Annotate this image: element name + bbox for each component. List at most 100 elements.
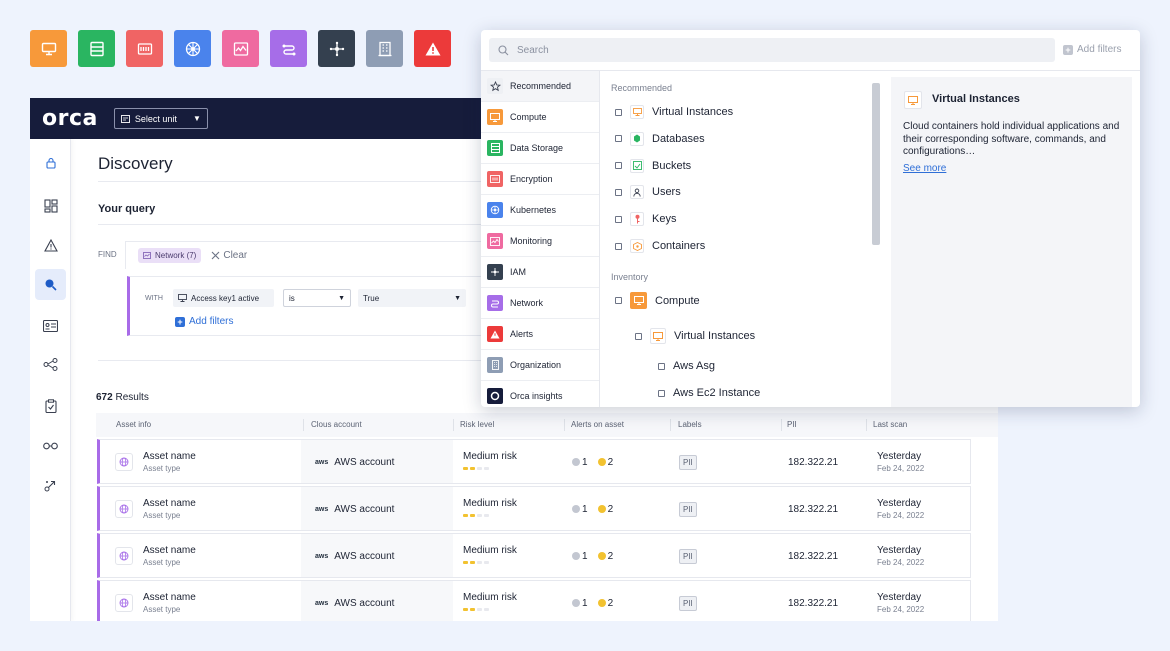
category-recommended[interactable]: Recommended [481, 71, 599, 102]
cloud-account-label: AWS account [334, 598, 395, 609]
encryption-tile[interactable] [126, 30, 163, 67]
search-input[interactable]: Search [489, 38, 1055, 62]
organization-tile[interactable] [366, 30, 403, 67]
asset-name[interactable]: Asset name [143, 498, 196, 509]
condition-value-select[interactable]: True ▼ [358, 289, 466, 307]
results-count: 672 Results [96, 392, 149, 403]
kubernetes-tile[interactable] [174, 30, 211, 67]
detail-pane: Virtual Instances Cloud containers hold … [891, 77, 1132, 407]
category-compute[interactable]: Compute [481, 102, 599, 133]
nav-lock[interactable] [35, 147, 66, 178]
table-row[interactable]: Asset name Asset type aws AWS account Medium… [97, 580, 971, 621]
category-list: Recommended Compute Data Storage Encryption… [481, 71, 600, 407]
iam-icon [487, 264, 503, 280]
option-keys[interactable]: Keys [615, 212, 676, 227]
risk-bar [463, 608, 489, 611]
nav-dashboard[interactable] [35, 190, 66, 221]
checkbox[interactable] [615, 188, 622, 196]
category-label: Network [510, 298, 544, 308]
compute-tile[interactable] [30, 30, 67, 67]
condition-operator-select[interactable]: is ▼ [283, 289, 351, 307]
monitoring-tile[interactable] [222, 30, 259, 67]
option-aws-ec2-instance[interactable]: Aws Ec2 Instance [658, 387, 760, 399]
alert-icon [487, 326, 503, 342]
option-users[interactable]: Users [615, 185, 681, 200]
category-data-storage[interactable]: Data Storage [481, 133, 599, 164]
nav-alerts[interactable] [35, 230, 66, 261]
table-row[interactable]: Asset name Asset type aws AWS account Medium… [97, 533, 971, 578]
user-icon [630, 185, 644, 200]
nav-insights[interactable] [35, 430, 66, 461]
column-header[interactable]: Alerts on asset [571, 420, 624, 429]
asset-name[interactable]: Asset name [143, 451, 196, 462]
checkbox[interactable] [615, 135, 622, 143]
see-more-link[interactable]: See more [903, 163, 947, 174]
data-storage-tile[interactable] [78, 30, 115, 67]
clear-button[interactable]: Clear [211, 250, 247, 261]
category-network[interactable]: Network [481, 288, 599, 319]
panel-add-filters-button[interactable]: + Add filters [1063, 44, 1121, 55]
table-row[interactable]: Asset name Asset type aws AWS account Medium… [97, 486, 971, 531]
option-virtual-instances[interactable]: Virtual Instances [635, 328, 755, 344]
page-title: Discovery [98, 154, 173, 173]
asset-name[interactable]: Asset name [143, 592, 196, 603]
category-iam[interactable]: IAM [481, 257, 599, 288]
column-header[interactable]: Risk level [460, 420, 495, 429]
checkbox[interactable] [635, 332, 642, 340]
checkbox[interactable] [615, 242, 622, 250]
results-label: Results [115, 392, 149, 403]
option-label: Containers [652, 240, 706, 252]
network-chip[interactable]: Network (7) [138, 248, 202, 263]
chevron-down-icon: ▼ [454, 294, 461, 302]
last-scan-date: Feb 24, 2022 [877, 464, 925, 473]
category-encryption[interactable]: Encryption [481, 164, 599, 195]
column-header[interactable]: Labels [678, 420, 702, 429]
column-header[interactable]: Asset info [116, 420, 152, 429]
option-aws-asg[interactable]: Aws Asg [658, 360, 715, 372]
checkbox[interactable] [658, 389, 665, 397]
nav-inventory[interactable] [35, 310, 66, 341]
checkbox[interactable] [658, 362, 665, 370]
network-tile[interactable] [270, 30, 307, 67]
orca-logo[interactable]: orca [42, 106, 98, 131]
nav-compliance[interactable] [35, 390, 66, 421]
category-kubernetes[interactable]: Kubernetes [481, 195, 599, 226]
asset-name[interactable]: Asset name [143, 545, 196, 556]
risk-level: Medium risk [463, 592, 517, 603]
option-virtual-instances[interactable]: Virtual Instances [615, 105, 733, 119]
asset-type: Asset type [143, 605, 181, 614]
checkbox[interactable] [615, 297, 622, 304]
last-scan-date: Feb 24, 2022 [877, 511, 925, 520]
option-databases[interactable]: Databases [615, 131, 705, 146]
option-containers[interactable]: Containers [615, 239, 705, 253]
column-separator [303, 419, 304, 431]
alert-count: 1 [582, 598, 588, 609]
checkbox[interactable] [615, 108, 622, 116]
alerts-tile[interactable] [414, 30, 451, 67]
add-filters-button[interactable]: + Add filters [175, 316, 233, 327]
option-buckets[interactable]: Buckets [615, 158, 691, 173]
nav-integrations[interactable] [35, 470, 66, 501]
checkbox[interactable] [615, 215, 622, 223]
column-header[interactable]: Last scan [873, 420, 908, 429]
category-monitoring[interactable]: Monitoring [481, 226, 599, 257]
condition-field[interactable]: Access key1 active [173, 289, 274, 307]
checkbox[interactable] [615, 162, 622, 170]
globe-icon [115, 500, 133, 518]
table-row[interactable]: Asset name Asset type aws AWS account Medium… [97, 439, 971, 484]
pii-value: 182.322.21 [788, 551, 839, 562]
scrollbar[interactable] [872, 83, 880, 245]
category-alerts[interactable]: Alerts [481, 319, 599, 350]
category-organization[interactable]: Organization [481, 350, 599, 381]
option-compute[interactable]: Compute [615, 292, 700, 309]
nav-graph[interactable] [35, 349, 66, 380]
nav-discovery[interactable] [35, 269, 66, 300]
last-scan: Yesterday [877, 592, 922, 603]
iam-tile[interactable] [318, 30, 355, 67]
column-header[interactable]: Clous account [311, 420, 362, 429]
column-header[interactable]: PII [787, 420, 797, 429]
unit-select[interactable]: Select unit ▼ [113, 108, 208, 129]
integration-icon [44, 480, 56, 492]
category-orca-insights[interactable]: Orca insights [481, 381, 599, 407]
